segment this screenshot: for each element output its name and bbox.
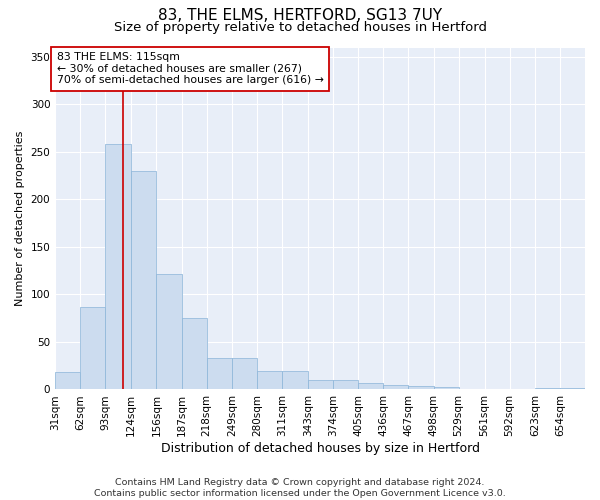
Bar [232, 358, 257, 390]
Bar [560, 388, 585, 390]
Bar [282, 372, 308, 390]
Bar [131, 171, 157, 390]
Bar [358, 383, 383, 390]
Text: 83, THE ELMS, HERTFORD, SG13 7UY: 83, THE ELMS, HERTFORD, SG13 7UY [158, 8, 442, 22]
Y-axis label: Number of detached properties: Number of detached properties [15, 131, 25, 306]
Bar [106, 144, 131, 390]
Bar [434, 386, 458, 390]
Bar [206, 358, 232, 390]
Bar [55, 372, 80, 390]
Bar [535, 388, 560, 390]
Bar [257, 372, 282, 390]
Bar [383, 384, 409, 390]
X-axis label: Distribution of detached houses by size in Hertford: Distribution of detached houses by size … [161, 442, 479, 455]
Bar [333, 380, 358, 390]
Bar [182, 318, 206, 390]
Bar [409, 386, 434, 390]
Bar [308, 380, 333, 390]
Text: Size of property relative to detached houses in Hertford: Size of property relative to detached ho… [113, 21, 487, 34]
Text: 83 THE ELMS: 115sqm
← 30% of detached houses are smaller (267)
70% of semi-detac: 83 THE ELMS: 115sqm ← 30% of detached ho… [57, 52, 323, 86]
Bar [80, 307, 106, 390]
Bar [458, 388, 485, 390]
Bar [157, 274, 182, 390]
Text: Contains HM Land Registry data © Crown copyright and database right 2024.
Contai: Contains HM Land Registry data © Crown c… [94, 478, 506, 498]
